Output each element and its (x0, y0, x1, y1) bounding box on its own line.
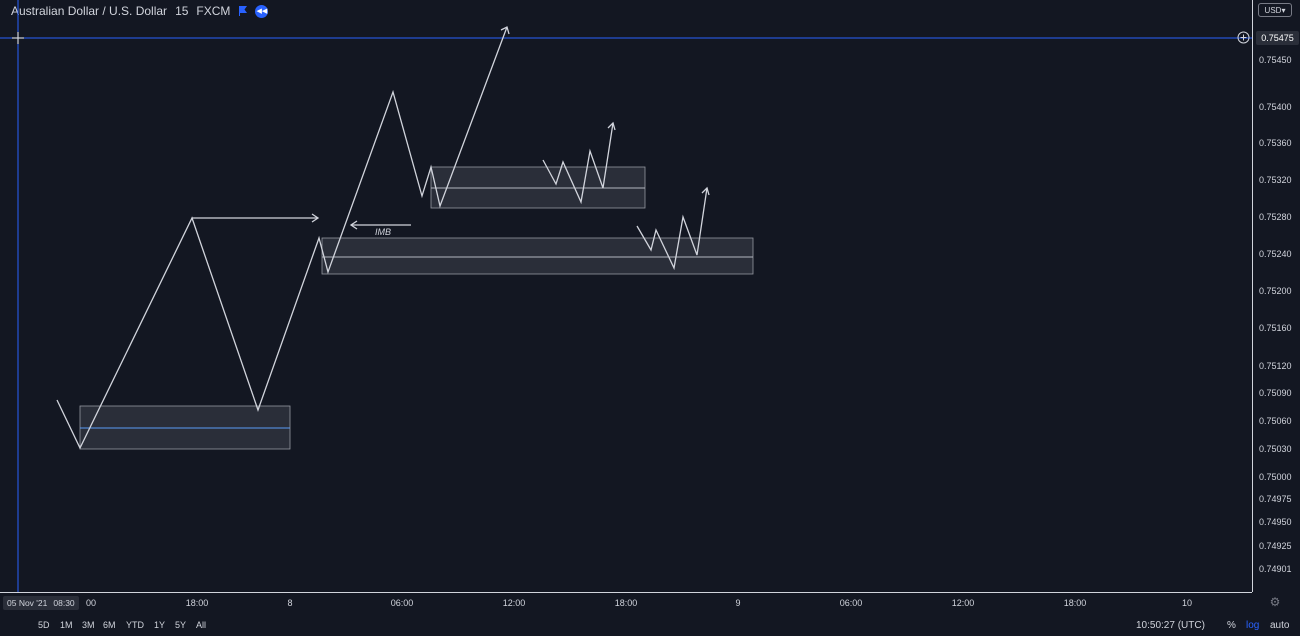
price-tick-label: 0.74950 (1259, 517, 1292, 527)
time-tick-label: 10 (1181, 598, 1193, 608)
range-button-5y[interactable]: 5Y (175, 620, 187, 630)
exchange-label: FXCM (196, 4, 231, 18)
imb-label: IMB (375, 227, 391, 237)
price-tick-label: 0.75240 (1259, 249, 1292, 259)
time-tick-label: 06:00 (839, 598, 863, 608)
interval-label[interactable]: 15 (175, 4, 189, 18)
date-badge: 05 Nov '21 08:30 (3, 596, 79, 610)
crosshair-cursor-icon (12, 32, 24, 44)
price-tick-label: 0.75320 (1259, 175, 1292, 185)
range-button-3m[interactable]: 3M (82, 620, 95, 630)
price-tick-label: 0.74901 (1259, 564, 1292, 574)
range-button-1m[interactable]: 1M (60, 620, 73, 630)
price-tick-label: 0.75360 (1259, 138, 1292, 148)
replay-icon[interactable]: ◀◀ (255, 4, 269, 18)
range-button-5d[interactable]: 5D (38, 620, 50, 630)
log-toggle[interactable]: log (1246, 620, 1260, 631)
imb-arrowhead (349, 220, 358, 230)
symbol-title[interactable]: Australian Dollar / U.S. Dollar (11, 4, 168, 18)
date-badge-time: 08:30 (53, 598, 75, 608)
date-badge-date: 05 Nov '21 (7, 598, 48, 608)
percent-toggle[interactable]: % (1227, 620, 1236, 631)
price-tick-label: 0.75200 (1259, 286, 1292, 296)
price-tick-label: 0.75000 (1259, 472, 1292, 482)
currency-button[interactable]: USD ▾ (1258, 3, 1292, 17)
time-tick-label: 12:00 (502, 598, 526, 608)
time-tick-label: 18:00 (1063, 598, 1087, 608)
price-axis[interactable]: USD ▾ 0.75475 0.75450 0.75400 0.75360 0.7532… (1252, 0, 1300, 592)
price-tick-label: 0.75120 (1259, 361, 1292, 371)
time-tick-label: 12:00 (951, 598, 975, 608)
time-tick-label: 8 (287, 598, 293, 608)
scenario-path-2-arrowhead (701, 186, 710, 196)
range-button-1y[interactable]: 1Y (154, 620, 166, 630)
price-path (56, 26, 508, 450)
clock-label: 10:50:27 (UTC) (1136, 620, 1205, 631)
price-tick-label: 0.75160 (1259, 323, 1292, 333)
price-tick-label: 0.75280 (1259, 212, 1292, 222)
crosshair-target-icon[interactable] (1237, 31, 1250, 44)
time-tick-label: 18:00 (185, 598, 209, 608)
gear-icon[interactable]: ⚙ (1269, 595, 1281, 609)
range-button-all[interactable]: All (196, 620, 207, 630)
time-tick-label: 06:00 (390, 598, 414, 608)
range-button-6m[interactable]: 6M (103, 620, 116, 630)
time-tick-label: 9 (735, 598, 741, 608)
price-tick-label: 0.74975 (1259, 494, 1292, 504)
scenario-path-1-arrowhead (607, 121, 616, 131)
time-tick-label: 00 (85, 598, 97, 608)
auto-toggle[interactable]: auto (1270, 620, 1290, 631)
price-path-arrowhead (500, 26, 510, 35)
currency-label: USD (1264, 5, 1282, 15)
flag-icon[interactable] (238, 6, 248, 16)
scenario-path-2 (636, 187, 708, 271)
range-button-ytd[interactable]: YTD (126, 620, 144, 630)
price-tick-label: 0.75400 (1259, 102, 1292, 112)
time-axis[interactable]: 00 18:00 8 06:00 12:00 18:00 9 06:00 12:00 18:00 1… (0, 592, 1252, 612)
chart-header: Australian Dollar / U.S. Dollar 15 FXCM … (0, 0, 1261, 22)
time-tick-label: 18:00 (614, 598, 638, 608)
price-tick-label: 0.75030 (1259, 444, 1292, 454)
price-tick-label: 0.75090 (1259, 388, 1292, 398)
chart-canvas: IMB (0, 0, 1252, 592)
price-tick-label: 0.74925 (1259, 541, 1292, 551)
demand-zone-2 (321, 237, 754, 275)
scenario-path-1 (542, 122, 614, 205)
chart-area[interactable]: IMB (0, 0, 1252, 592)
current-price-label: 0.75475 (1256, 31, 1299, 45)
structure-arrowhead (311, 213, 320, 223)
bottom-toolbar: 5D 1M 3M 6M YTD 1Y 5Y All 10:50:27 (UTC) % log … (0, 614, 1300, 636)
price-tick-label: 0.75450 (1259, 55, 1292, 65)
price-tick-label: 0.75060 (1259, 416, 1292, 426)
